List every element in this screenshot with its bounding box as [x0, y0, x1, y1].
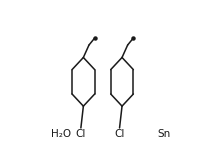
Text: Sn: Sn: [158, 129, 171, 139]
Text: Cl: Cl: [76, 129, 86, 139]
Text: H₂O: H₂O: [51, 129, 71, 139]
Text: Cl: Cl: [114, 129, 125, 139]
